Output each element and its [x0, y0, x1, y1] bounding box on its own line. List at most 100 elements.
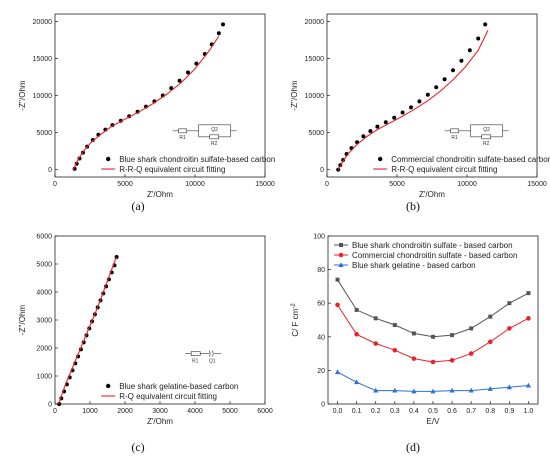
- y-tick-label: 60: [317, 301, 325, 308]
- data-point: [507, 301, 512, 306]
- data-point: [487, 339, 493, 345]
- legend-marker-swatch: [338, 262, 344, 267]
- y-tick-label: 80: [317, 267, 325, 274]
- data-point: [57, 402, 62, 406]
- legend-marker-swatch: [378, 156, 383, 162]
- data-point: [451, 68, 455, 73]
- data-point: [459, 58, 464, 63]
- data-point: [335, 302, 340, 308]
- y-tick-label: 5000: [36, 130, 52, 137]
- data-point: [373, 341, 379, 346]
- legend-entry: Commercial chondroitin sulfate-based car…: [391, 155, 550, 164]
- data-point: [169, 86, 174, 91]
- data-point: [392, 387, 398, 393]
- y-axis-label-text: C/ F cm: [291, 308, 300, 336]
- x-tick-label: 0.7: [466, 408, 476, 415]
- data-point: [373, 387, 379, 393]
- x-tick-label: 6000: [257, 408, 273, 415]
- data-point: [368, 129, 373, 134]
- data-point: [392, 323, 397, 328]
- y-tick-label: 1000: [36, 374, 52, 381]
- y-axis-label: -Z''/Ohm: [18, 305, 27, 336]
- data-point: [525, 382, 532, 388]
- data-point: [334, 369, 341, 375]
- y-axis-label: C/ F cm-2: [291, 303, 300, 337]
- x-tick-label: 4000: [187, 408, 203, 415]
- y-tick-label: 0: [48, 402, 52, 409]
- y-tick-label: 10000: [305, 93, 325, 100]
- x-tick-label: 0.0: [333, 408, 343, 415]
- y-axis-label: -Z''/Ohm: [290, 80, 299, 111]
- data-point: [425, 92, 430, 97]
- y-tick-label: 3000: [36, 318, 52, 325]
- panel-caption: (a): [131, 199, 144, 213]
- circuit-label: Q2: [211, 127, 218, 133]
- data-point: [430, 359, 436, 365]
- data-point: [354, 379, 360, 385]
- data-point: [488, 314, 493, 319]
- data-point: [354, 307, 359, 312]
- x-tick-label: 1000: [82, 408, 98, 415]
- y-tick-label: 0: [48, 167, 52, 174]
- data-point: [90, 138, 95, 142]
- data-point: [177, 78, 182, 83]
- x-tick-label: 0.6: [447, 408, 457, 415]
- equivalent-circuit-diagram: R1 Q2 R2: [172, 124, 237, 147]
- circuit-label: R2: [483, 141, 490, 147]
- data-point: [449, 358, 455, 363]
- circuit-label: R1: [192, 359, 199, 365]
- legend-entry: Commercial chondroitin sulfate - based c…: [352, 251, 517, 260]
- series-line: [337, 279, 529, 338]
- x-tick-label: 5000: [389, 181, 405, 188]
- fit-line: [57, 256, 117, 405]
- panel-caption: (c): [131, 440, 144, 454]
- circuit-label: Q2: [483, 127, 490, 133]
- plot-frame: [54, 235, 266, 405]
- resistor-r1: [190, 351, 201, 356]
- x-tick-label: 0.5: [428, 408, 438, 415]
- x-tick-label: 0.4: [409, 408, 419, 415]
- data-point: [221, 22, 225, 27]
- legend-marker-swatch: [339, 243, 343, 247]
- panel-caption: (d): [406, 440, 420, 454]
- data-point: [526, 291, 531, 296]
- circuit-label: Q1: [209, 359, 216, 365]
- data-point: [526, 316, 531, 321]
- fit-line: [72, 35, 220, 170]
- chart-a: 0 5000 10000 15000 0 5000 10000 15000 20000 Z'/Oh…: [18, 13, 275, 213]
- data-point: [335, 277, 340, 282]
- legend-entry: R-R-Q equivalent circuit fitting: [391, 165, 497, 174]
- data-point: [392, 115, 397, 120]
- data-point: [434, 85, 439, 90]
- data-point: [411, 356, 417, 361]
- data-point: [487, 386, 493, 391]
- x-tick-label: 0.9: [504, 408, 514, 415]
- x-axis-label: Z'/Ohm: [147, 417, 173, 426]
- cpe-q1: [208, 350, 214, 357]
- data-point: [375, 124, 380, 129]
- x-tick-label: 0.8: [485, 408, 495, 415]
- data-point: [186, 70, 190, 75]
- data-point: [469, 326, 474, 331]
- chart-d: 0.0 0.1 0.2 0.3 0.4 0.5 0.6 0.7 0.8 0.9 1.0 0 20 40 60…: [291, 234, 539, 454]
- plot-frame: [54, 13, 266, 178]
- circuit-label: R1: [179, 135, 186, 141]
- y-tick-label: 0: [321, 402, 325, 409]
- data-point: [450, 333, 455, 338]
- data-point: [411, 388, 417, 394]
- data-point: [506, 384, 512, 390]
- y-tick-label: 4000: [36, 290, 52, 297]
- legend-entry: Blue shark chondroitin sulfate - based c…: [352, 241, 513, 250]
- data-point: [430, 388, 436, 394]
- data-point: [354, 331, 359, 337]
- resistor-r2: [209, 134, 219, 140]
- x-tick-label: 10000: [457, 181, 477, 188]
- y-tick-label: 20000: [305, 19, 325, 26]
- legend-entry: Blue shark gelatine-based carbon: [119, 382, 238, 391]
- x-tick-label: 15000: [255, 181, 275, 188]
- x-tick-label: 0.1: [352, 408, 362, 415]
- x-tick-label: 1.0: [524, 408, 534, 415]
- plot-frame: [326, 13, 538, 178]
- x-tick-label: 15000: [527, 181, 547, 188]
